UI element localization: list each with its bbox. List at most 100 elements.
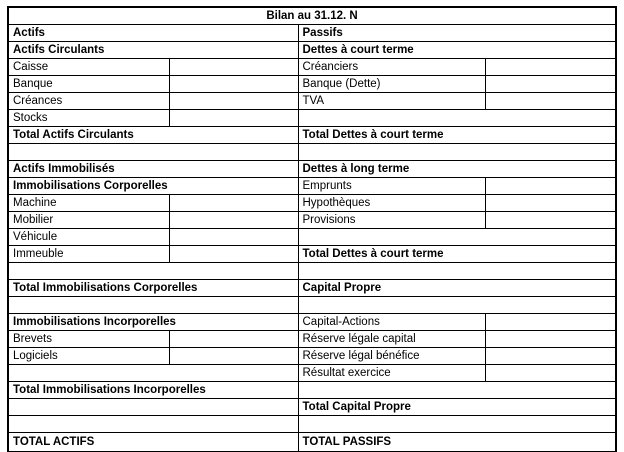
left-label-cell: Brevets <box>7 329 170 348</box>
left-amount-cell[interactable] <box>168 57 299 76</box>
right-label-cell: Emprunts <box>297 176 486 195</box>
table-row <box>7 142 617 161</box>
table-row <box>7 261 617 280</box>
table-row: Actifs Immobilisés Dettes à long terme <box>7 159 617 178</box>
table-row: Créances TVA <box>7 91 617 110</box>
left-label-cell: Total Immobilisations Incorporelles <box>7 380 299 399</box>
right-amount-cell[interactable] <box>484 176 617 195</box>
table-row <box>7 414 617 433</box>
balance-sheet-title: Bilan au 31.12. N <box>7 6 617 25</box>
left-label-cell: Créances <box>7 91 170 110</box>
right-label-cell <box>297 142 617 161</box>
left-label-cell <box>7 295 299 314</box>
left-label-cell: Total Actifs Circulants <box>7 125 299 144</box>
right-label-cell: Dettes à long terme <box>297 159 617 178</box>
table-body: Bilan au 31.12. N Actifs Passifs Actifs Ci… <box>7 6 617 452</box>
right-amount-cell[interactable] <box>484 210 617 229</box>
right-label-cell: Capital-Actions <box>297 312 486 331</box>
table-row: Résultat exercice <box>7 363 617 382</box>
right-label-cell: Banque (Dette) <box>297 74 486 93</box>
left-label-cell: Actifs Circulants <box>7 40 299 59</box>
left-amount-cell[interactable] <box>168 91 299 110</box>
right-label-cell: Réserve légal bénéfice <box>297 346 486 365</box>
right-label-cell: Réserve légale capital <box>297 329 486 348</box>
right-label-cell: Provisions <box>297 210 486 229</box>
right-amount-cell[interactable] <box>484 363 617 382</box>
right-amount-cell[interactable] <box>484 91 617 110</box>
left-label-cell: TOTAL ACTIFS <box>7 431 299 452</box>
left-label-cell: Caisse <box>7 57 170 76</box>
right-label-cell: Dettes à court terme <box>297 40 617 59</box>
table-row: Mobilier Provisions <box>7 210 617 229</box>
left-amount-cell[interactable] <box>168 244 299 263</box>
left-label-cell: Total Immobilisations Corporelles <box>7 278 299 297</box>
title-row: Bilan au 31.12. N <box>7 6 617 25</box>
right-label-cell: Résultat exercice <box>297 363 486 382</box>
left-label-cell: Actifs <box>7 23 299 42</box>
table-row: Actifs Circulants Dettes à court terme <box>7 40 617 59</box>
right-amount-cell[interactable] <box>484 346 617 365</box>
right-label-cell <box>297 295 617 314</box>
left-label-cell: Machine <box>7 193 170 212</box>
left-label-cell: Immobilisations Corporelles <box>7 176 299 195</box>
table-row: Total Actifs Circulants Total Dettes à co… <box>7 125 617 144</box>
right-amount-cell[interactable] <box>484 312 617 331</box>
right-label-cell: Total Capital Propre <box>297 397 617 416</box>
left-label-cell: Mobilier <box>7 210 170 229</box>
right-label-cell: Passifs <box>297 23 617 42</box>
table-row: Immobilisations Incorporelles Capital-Act… <box>7 312 617 331</box>
right-label-cell <box>297 414 617 433</box>
right-amount-cell[interactable] <box>484 57 617 76</box>
left-label-cell: Véhicule <box>7 227 170 246</box>
right-label-cell: TOTAL PASSIFS <box>297 431 617 452</box>
table-row: Total Immobilisations Incorporelles <box>7 380 617 399</box>
table-row: Machine Hypothèques <box>7 193 617 212</box>
right-amount-cell[interactable] <box>484 193 617 212</box>
table-row: Immobilisations Corporelles Emprunts <box>7 176 617 195</box>
table-row: TOTAL ACTIFS TOTAL PASSIFS <box>7 431 617 452</box>
left-label-cell: Stocks <box>7 108 170 127</box>
table-row: Banque Banque (Dette) <box>7 74 617 93</box>
left-label-cell: Banque <box>7 74 170 93</box>
table-row: Caisse Créanciers <box>7 57 617 76</box>
left-label-cell <box>7 414 299 433</box>
left-amount-cell[interactable] <box>168 227 299 246</box>
right-label-cell <box>297 380 617 399</box>
left-label-cell <box>7 397 299 416</box>
table-row <box>7 295 617 314</box>
left-amount-cell[interactable] <box>168 193 299 212</box>
table-row: Véhicule <box>7 227 617 246</box>
left-label-cell: Actifs Immobilisés <box>7 159 299 178</box>
left-label-cell <box>7 261 299 280</box>
left-label-cell: Immeuble <box>7 244 170 263</box>
left-amount-cell[interactable] <box>168 210 299 229</box>
table-row: Total Immobilisations Corporelles Capital… <box>7 278 617 297</box>
right-label-cell <box>297 227 617 246</box>
table-row: Immeuble Total Dettes à court terme <box>7 244 617 263</box>
left-amount-cell[interactable] <box>168 346 299 365</box>
left-label-cell: Immobilisations Incorporelles <box>7 312 299 331</box>
right-label-cell <box>297 261 617 280</box>
table-row: Brevets Réserve légale capital <box>7 329 617 348</box>
right-label-cell: Capital Propre <box>297 278 617 297</box>
right-amount-cell[interactable] <box>484 74 617 93</box>
balance-sheet-table: Bilan au 31.12. N Actifs Passifs Actifs Ci… <box>7 6 618 452</box>
left-amount-cell[interactable] <box>168 329 299 348</box>
table-row: Actifs Passifs <box>7 23 617 42</box>
right-label-cell: Total Dettes à court terme <box>297 244 617 263</box>
left-amount-cell[interactable] <box>168 108 299 127</box>
right-amount-cell[interactable] <box>484 329 617 348</box>
right-label-cell: TVA <box>297 91 486 110</box>
right-label-cell <box>297 108 617 127</box>
left-label-cell <box>7 363 299 382</box>
right-label-cell: Total Dettes à court terme <box>297 125 617 144</box>
right-label-cell: Hypothèques <box>297 193 486 212</box>
table-row: Logiciels Réserve légal bénéfice <box>7 346 617 365</box>
table-row: Total Capital Propre <box>7 397 617 416</box>
right-label-cell: Créanciers <box>297 57 486 76</box>
left-label-cell: Logiciels <box>7 346 170 365</box>
table-row: Stocks <box>7 108 617 127</box>
left-amount-cell[interactable] <box>168 74 299 93</box>
left-label-cell <box>7 142 299 161</box>
